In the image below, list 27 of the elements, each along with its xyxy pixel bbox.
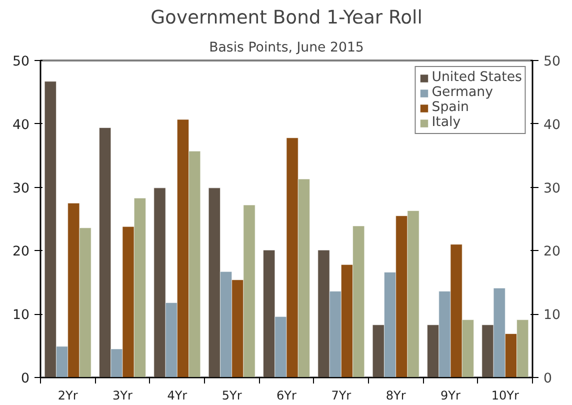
x-tick-label: 4Yr — [167, 388, 188, 402]
x-tick-label: 7Yr — [331, 388, 352, 402]
y2-tick-label: 10 — [544, 308, 560, 324]
x-tick-label: 2Yr — [58, 388, 78, 402]
y-tick-label: 30 — [12, 181, 30, 196]
y-tick-label: 50 — [12, 54, 30, 70]
chart-subtitle: Basis Points, June 2015 — [209, 40, 364, 56]
legend-label: Italy — [432, 115, 461, 130]
y-tick-label: 20 — [12, 244, 30, 260]
x-tick-label: 3Yr — [112, 388, 133, 402]
y-tick-label: 10 — [12, 308, 30, 324]
x-tick-label: 6Yr — [276, 388, 297, 402]
legend-label: Germany — [432, 85, 493, 100]
y2-tick-label: 50 — [544, 54, 560, 70]
x-tick-label: 8Yr — [386, 388, 406, 402]
y2-tick-label: 20 — [544, 244, 560, 260]
y2-tick-label: 40 — [544, 118, 560, 133]
legend-label: United States — [432, 70, 522, 85]
legend-label: Spain — [432, 100, 469, 115]
y2-tick-label: 0 — [544, 372, 552, 386]
y-tick-label: 40 — [12, 118, 30, 133]
chart-title: Government Bond 1-Year Roll — [150, 8, 422, 28]
y-tick-label: 0 — [21, 372, 30, 386]
x-tick-label: 9Yr — [440, 388, 461, 402]
y2-tick-label: 30 — [544, 181, 560, 196]
x-tick-label: 5Yr — [222, 388, 242, 402]
x-tick-label: 10Yr — [491, 388, 519, 402]
